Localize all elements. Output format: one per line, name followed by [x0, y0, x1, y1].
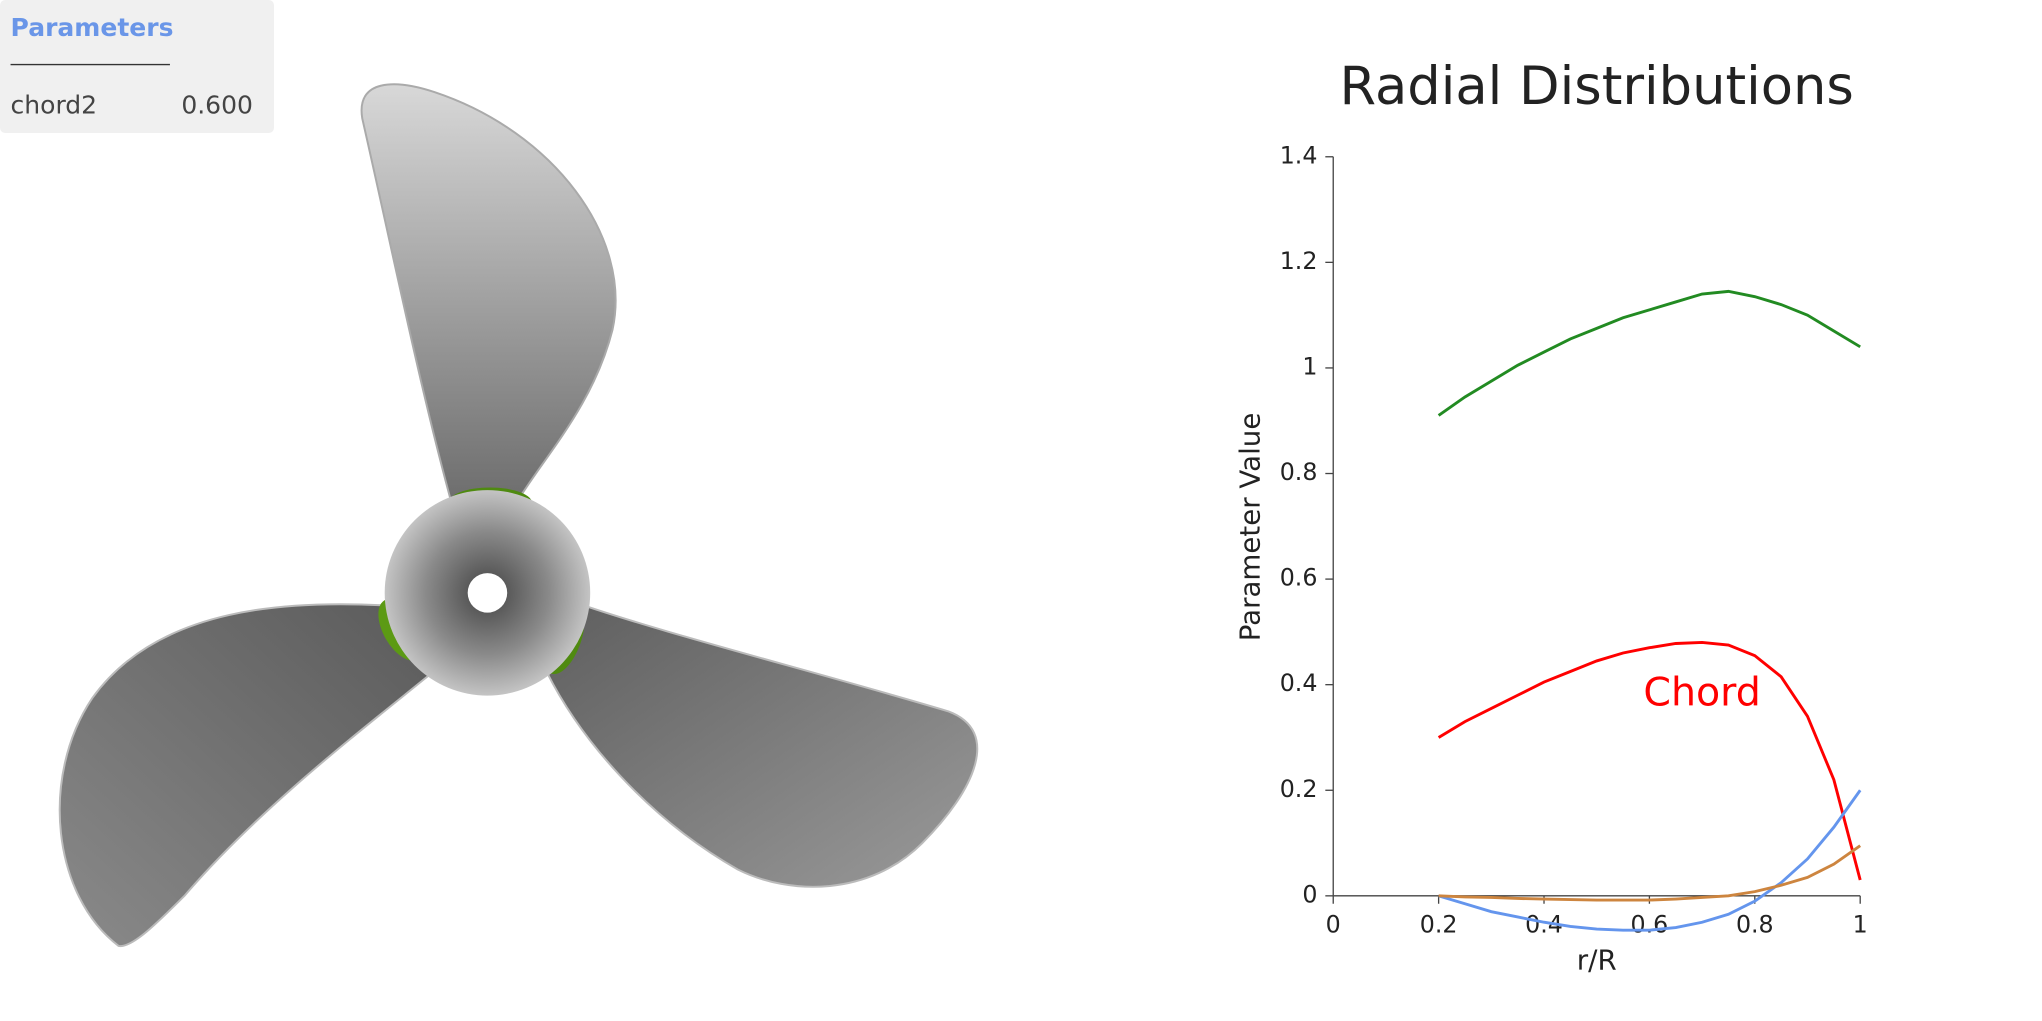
series-label: Chord — [1643, 670, 1760, 716]
series-line — [1437, 640, 1862, 881]
y-tick-label: 1.2 — [1280, 247, 1318, 275]
y-tick-label: 0.6 — [1280, 564, 1318, 592]
y-tick-label: 0 — [1302, 880, 1317, 908]
x-tick-label: 0.6 — [1631, 911, 1669, 939]
panel-bg — [0, 0, 275, 134]
x-tick-label: 0.8 — [1736, 911, 1774, 939]
series-line — [1438, 789, 1862, 932]
y-tick-label: 1.4 — [1280, 141, 1318, 169]
y-tick-label: 0.4 — [1280, 669, 1318, 697]
series-line — [1438, 844, 1862, 902]
y-tick-label: 0.8 — [1280, 458, 1318, 486]
series-line — [1437, 289, 1861, 417]
x-tick-label: 1 — [1853, 911, 1868, 939]
panel-title: Parameters — [11, 13, 174, 42]
x-tick-label: 0.2 — [1420, 911, 1458, 939]
parameters-panel: Parameters chord2 0.600 — [0, 0, 275, 134]
y-tick-label: 1 — [1302, 352, 1317, 380]
x-tick-label: 0 — [1326, 911, 1341, 939]
x-axis-label: r/R — [1577, 944, 1617, 977]
propeller-render — [58, 83, 979, 947]
param-name[interactable]: chord2 — [11, 91, 98, 120]
param-value[interactable]: 0.600 — [181, 91, 253, 120]
y-axis-label: Parameter Value — [1234, 413, 1267, 642]
y-tick-label: 0.2 — [1280, 775, 1318, 803]
chart-title: Radial Distributions — [1340, 56, 1854, 117]
